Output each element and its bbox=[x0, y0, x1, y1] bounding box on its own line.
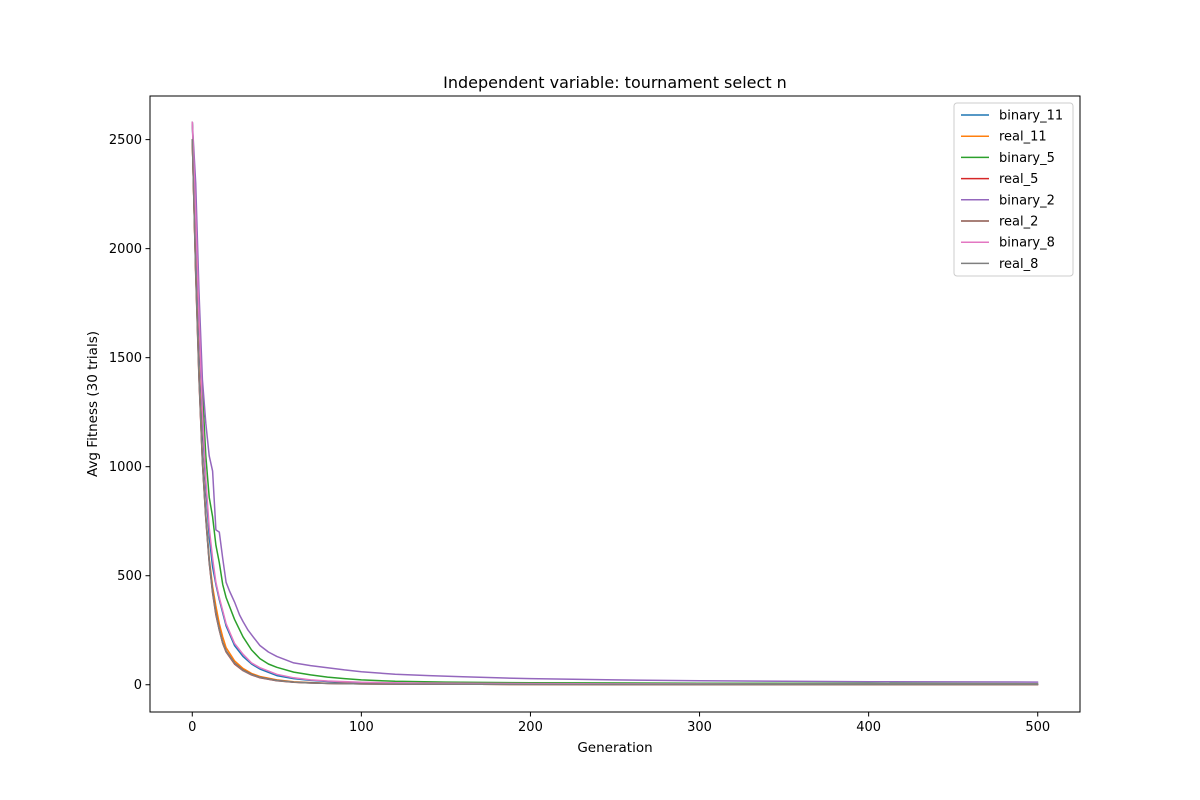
x-tick-label: 200 bbox=[518, 720, 543, 735]
chart-title: Independent variable: tournament select … bbox=[443, 73, 787, 92]
x-axis-label: Generation bbox=[577, 740, 652, 756]
legend-label-binary_5: binary_5 bbox=[999, 151, 1055, 166]
legend: binary_11 real_11 binary_5 real_5 binary_2re… bbox=[953, 102, 1074, 277]
y-axis-ticks: 0 500 1000 1500 2000 2500 bbox=[109, 133, 150, 693]
y-tick-label: 500 bbox=[117, 569, 142, 584]
y-axis-label: Avg Fitness (30 trials) bbox=[85, 331, 101, 477]
legend-label-binary_8: binary_8 bbox=[999, 236, 1055, 251]
x-axis-ticks: 0 100 200 300 400 500 bbox=[188, 712, 1050, 735]
series-line-binary_8 bbox=[191, 121, 1039, 685]
legend-label-real_11: real_11 bbox=[999, 130, 1047, 145]
x-tick-label: 0 bbox=[188, 720, 196, 735]
legend-label-real_8: real_8 bbox=[999, 257, 1038, 272]
legend-label-real_5: real_5 bbox=[999, 172, 1038, 187]
legend-label-binary_11: binary_11 bbox=[999, 109, 1063, 124]
y-tick-label: 1500 bbox=[109, 351, 142, 366]
y-tick-label: 1000 bbox=[109, 460, 142, 475]
x-tick-label: 500 bbox=[1025, 720, 1050, 735]
legend-label-binary_2: binary_2 bbox=[999, 193, 1055, 208]
series-lines bbox=[191, 121, 1039, 686]
series-line-binary_5 bbox=[191, 121, 1039, 685]
legend-label-real_2: real_2 bbox=[999, 215, 1038, 230]
y-tick-label: 2000 bbox=[109, 242, 142, 257]
y-tick-label: 2500 bbox=[109, 133, 142, 148]
series-line-binary_2 bbox=[191, 121, 1039, 683]
x-tick-label: 300 bbox=[687, 720, 712, 735]
legend-frame bbox=[953, 102, 1074, 277]
y-tick-label: 0 bbox=[134, 678, 142, 693]
series-line-real_8 bbox=[191, 138, 1039, 686]
x-tick-label: 400 bbox=[856, 720, 881, 735]
plot-frame bbox=[149, 95, 1081, 713]
x-tick-label: 100 bbox=[349, 720, 374, 735]
